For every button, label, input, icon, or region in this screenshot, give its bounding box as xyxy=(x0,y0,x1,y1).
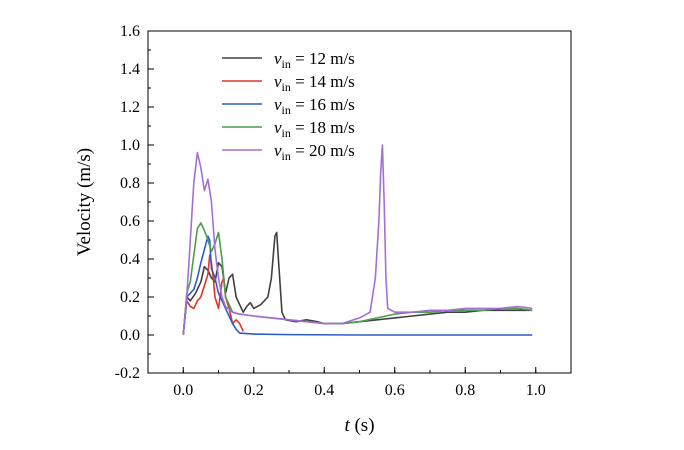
x-tick-label: 0.0 xyxy=(173,382,193,399)
legend-label-5: vin = 20 m/s xyxy=(274,141,355,163)
series-line-5 xyxy=(182,144,533,336)
legend-label-1: vin = 12 m/s xyxy=(274,49,355,71)
y-axis-ticks: -0.2 0.0 0.2 0.4 0.6 0.8 1.0 1.2 1.4 1.6 xyxy=(115,23,154,382)
x-tick-label: 0.6 xyxy=(385,382,405,399)
x-tick-label: 0.2 xyxy=(244,382,264,399)
plot-lines xyxy=(182,144,533,336)
x-axis-ticks: 0.0 0.2 0.4 0.6 0.8 1.0 xyxy=(147,367,572,399)
y-tick-label: 1.6 xyxy=(120,23,140,40)
y-tick-label: 1.2 xyxy=(120,99,140,116)
x-tick-label: 0.4 xyxy=(314,382,334,399)
x-tick-label: 1.0 xyxy=(526,382,546,399)
legend-label-4: vin = 18 m/s xyxy=(274,118,355,140)
y-tick-label: 1.4 xyxy=(120,61,140,78)
series-line-1 xyxy=(182,231,533,336)
legend-label-2: vin = 14 m/s xyxy=(274,72,355,94)
y-tick-label: 0.0 xyxy=(120,327,140,344)
series-line-3 xyxy=(182,235,533,336)
x-axis-label-var: t xyxy=(344,415,350,436)
x-axis-label: t (s) xyxy=(344,415,374,436)
series-line-2 xyxy=(182,254,244,336)
x-axis-label-unit: (s) xyxy=(350,415,375,436)
y-tick-label: 0.4 xyxy=(120,251,140,268)
x-tick-label: 0.8 xyxy=(455,382,475,399)
y-tick-label: 0.8 xyxy=(120,175,140,192)
y-axis-label: Velocity (m/s) xyxy=(74,148,95,256)
y-tick-label: 1.0 xyxy=(120,137,140,154)
legend-label-3: vin = 16 m/s xyxy=(274,95,355,117)
y-tick-label: -0.2 xyxy=(115,365,140,382)
y-tick-label: 0.2 xyxy=(120,289,140,306)
y-tick-label: 0.6 xyxy=(120,213,140,230)
